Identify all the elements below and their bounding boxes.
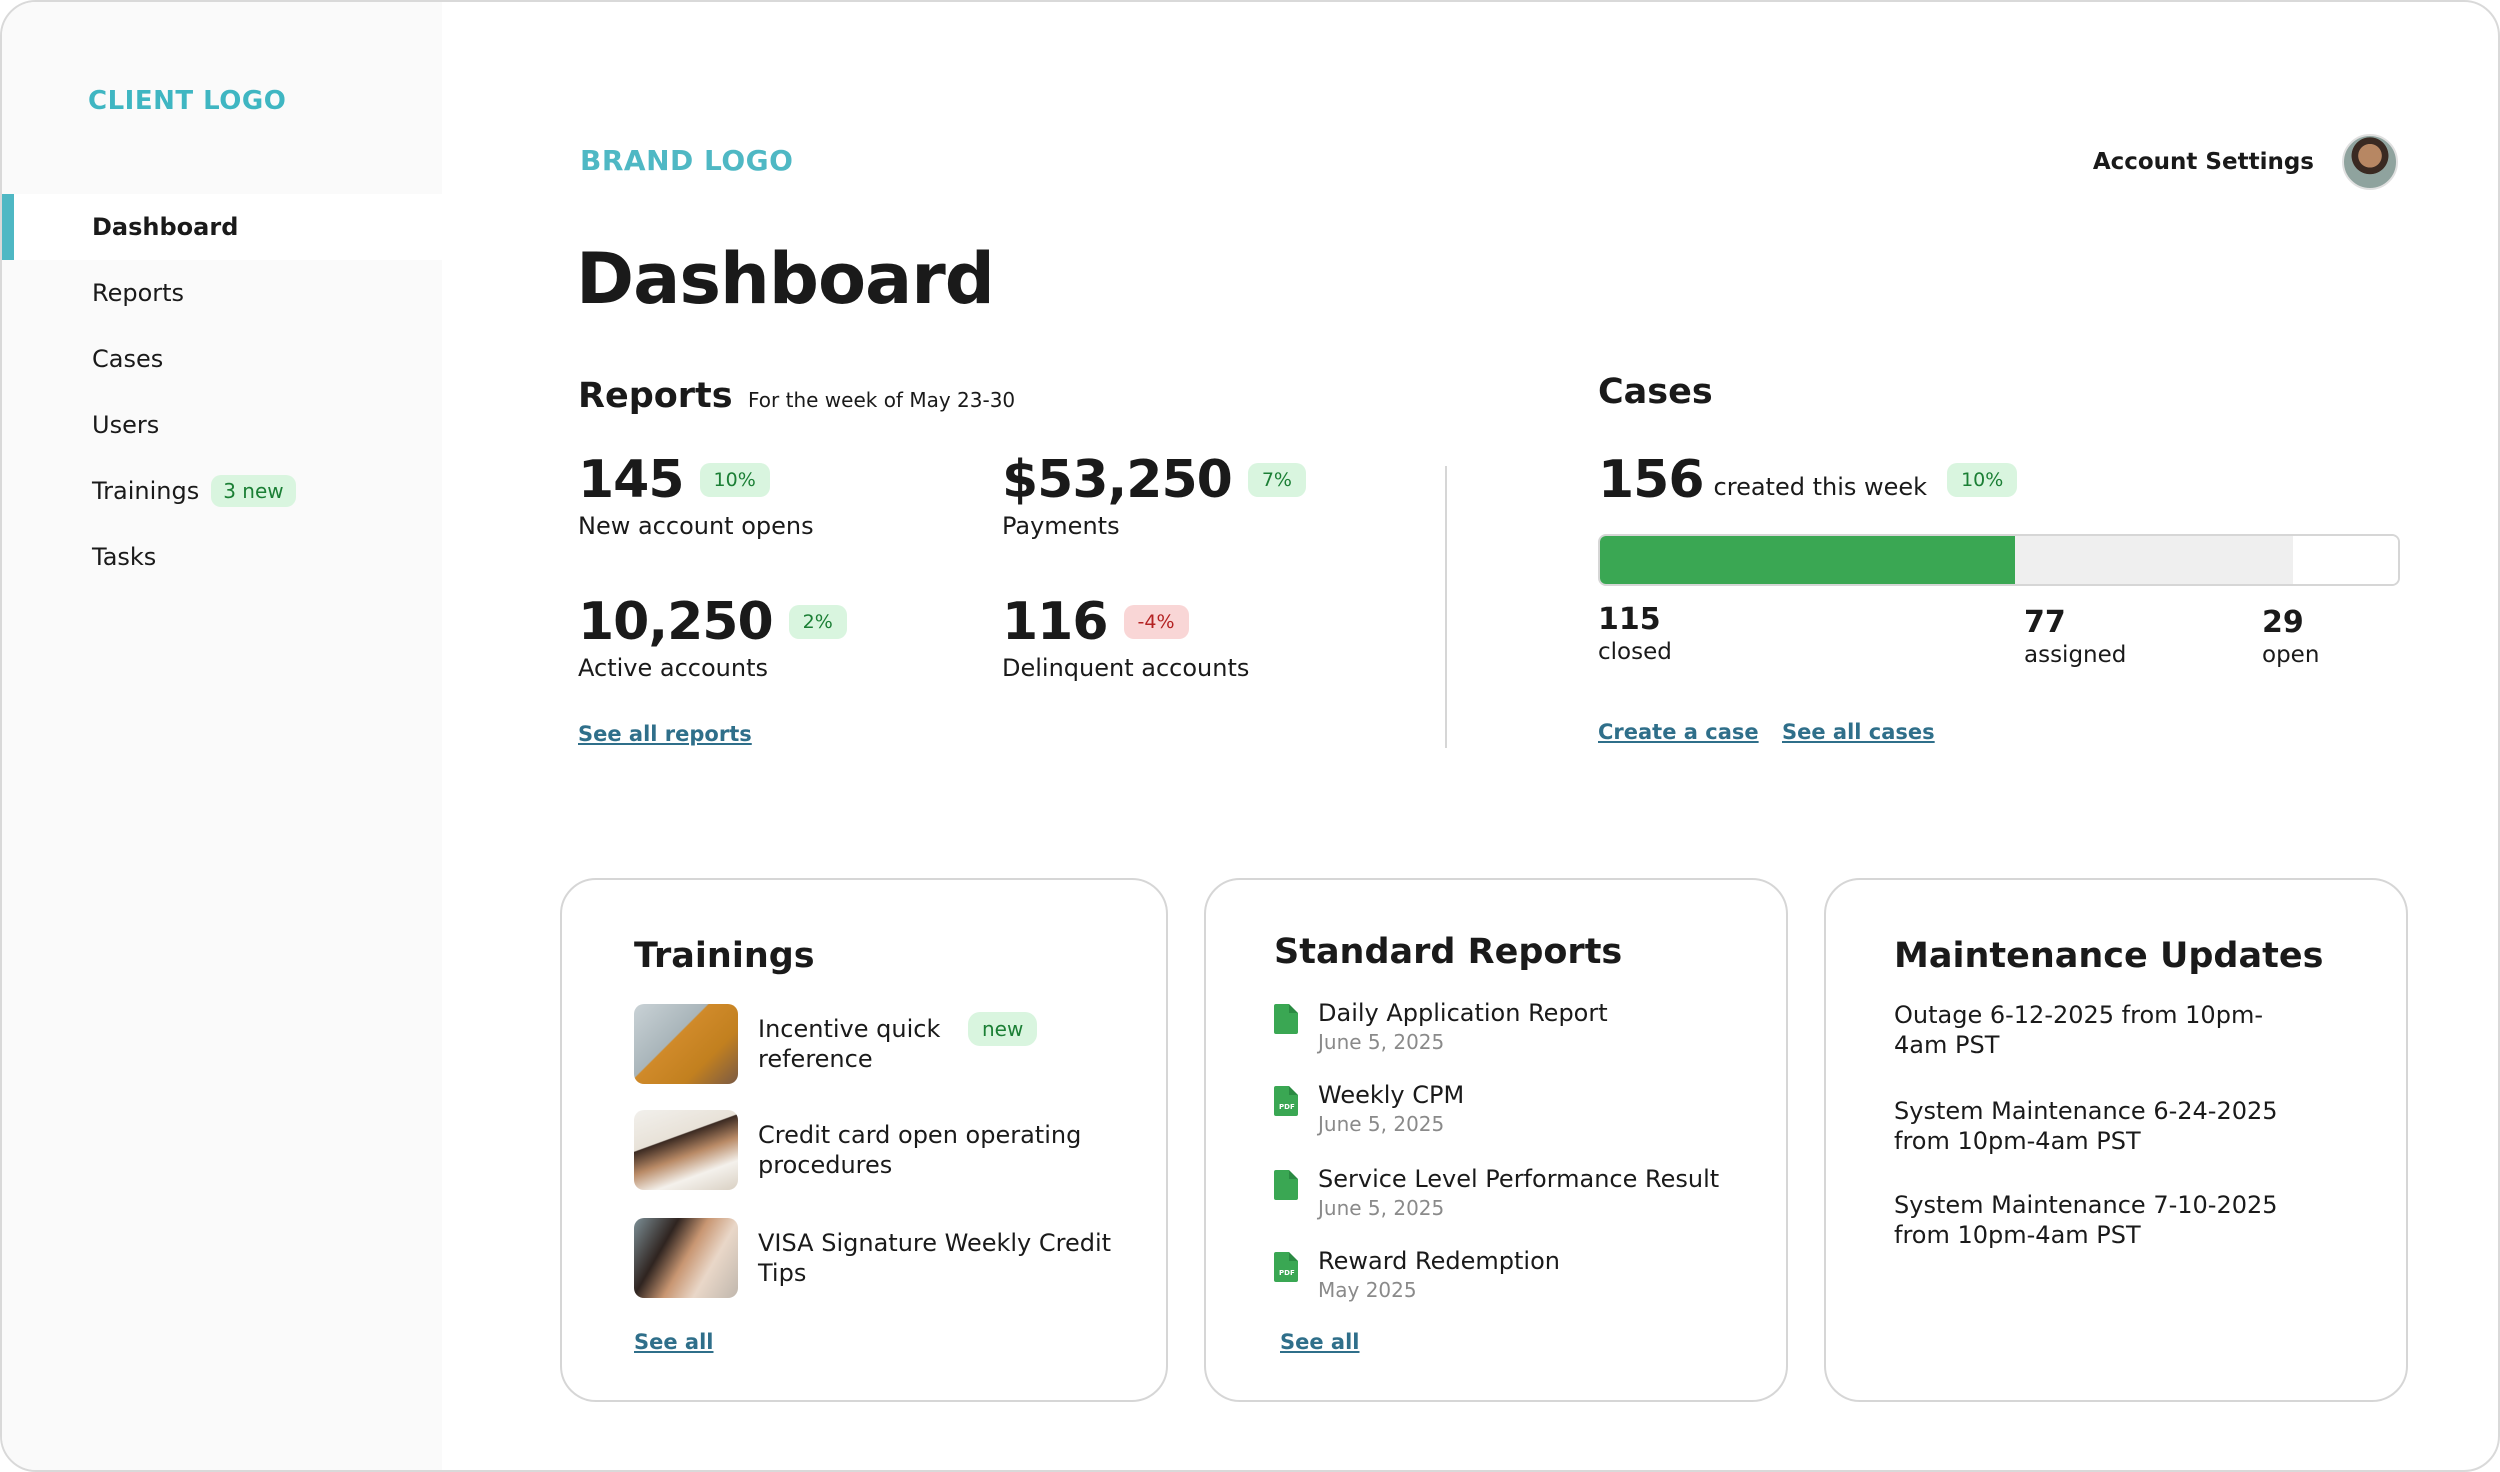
stat-payments: $53,250 7% Payments (1002, 450, 1306, 540)
cases-count: 156 (1598, 450, 1705, 510)
training-thumbnail (634, 1004, 738, 1084)
report-date: May 2025 (1318, 1278, 1417, 1302)
cases-closed-stat: 115 closed (1598, 602, 1672, 665)
change-badge: -4% (1123, 605, 1189, 639)
reports-date-range: For the week of May 23-30 (748, 388, 1016, 412)
change-badge: 10% (699, 463, 770, 497)
avatar[interactable] (2342, 134, 2398, 190)
assigned-count: 77 (2024, 605, 2066, 640)
maintenance-card-title: Maintenance Updates (1894, 936, 2324, 976)
report-name: Service Level Performance Result (1318, 1165, 1720, 1193)
sidebar-item-cases[interactable]: Cases (2, 326, 442, 392)
stat-value: 145 (578, 450, 685, 510)
training-item[interactable]: VISA Signature Weekly Credit Tips (634, 1218, 1138, 1298)
report-item[interactable]: PDF Weekly CPM June 5, 2025 (1274, 1080, 1464, 1136)
stat-label: Delinquent accounts (1002, 654, 1250, 682)
spreadsheet-file-icon (1274, 1004, 1298, 1034)
standard-reports-card-title: Standard Reports (1274, 932, 1623, 972)
maintenance-update-item: System Maintenance 7-10-2025 from 10pm-4… (1894, 1191, 2278, 1249)
training-title: Incentive quick reference (758, 1015, 941, 1073)
report-name: Reward Redemption (1318, 1247, 1560, 1275)
cases-headline: 156 created this week 10% (1598, 450, 2018, 510)
client-logo: CLIENT LOGO (88, 86, 287, 116)
progress-segment-closed (1600, 536, 2016, 584)
pdf-file-icon: PDF (1274, 1252, 1298, 1282)
report-date: June 5, 2025 (1318, 1112, 1445, 1136)
sidebar-item-label: Dashboard (92, 213, 239, 241)
training-item[interactable]: Credit card open operating procedures (634, 1110, 1138, 1190)
sidebar: CLIENT LOGO Dashboard Reports Cases User… (2, 2, 442, 1470)
training-title: Credit card open operating procedures (758, 1121, 1082, 1179)
training-thumbnail (634, 1110, 738, 1190)
report-item[interactable]: PDF Reward Redemption May 2025 (1274, 1246, 1560, 1302)
standard-reports-see-all-link[interactable]: See all (1280, 1330, 1360, 1354)
cases-assigned-stat: 77 assigned (2024, 605, 2126, 668)
create-case-link[interactable]: Create a case (1598, 720, 1759, 744)
see-all-reports-link[interactable]: See all reports (578, 722, 752, 746)
cases-section-title: Cases (1598, 372, 1713, 412)
brand-logo: BRAND LOGO (580, 144, 794, 177)
pdf-file-icon: PDF (1274, 1086, 1298, 1116)
sidebar-item-label: Trainings (92, 477, 200, 505)
new-count-badge: 3 new (211, 475, 296, 507)
account-settings-link[interactable]: Account Settings (2092, 149, 2314, 175)
training-title: VISA Signature Weekly Credit Tips (758, 1229, 1112, 1287)
trainings-see-all-link[interactable]: See all (634, 1330, 714, 1354)
open-count: 29 (2262, 605, 2304, 640)
reports-section-title: Reports (578, 376, 733, 416)
trainings-card-title: Trainings (634, 936, 815, 976)
account-menu[interactable]: Account Settings (2093, 134, 2398, 190)
cases-count-text: created this week (1713, 473, 1928, 501)
stat-new-account-opens: 145 10% New account opens (578, 450, 814, 540)
closed-label: closed (1598, 639, 1672, 665)
open-label: open (2262, 642, 2320, 668)
see-all-cases-link[interactable]: See all cases (1782, 720, 1935, 744)
sidebar-item-label: Tasks (92, 543, 157, 571)
change-badge: 10% (1947, 463, 2018, 497)
training-thumbnail (634, 1218, 738, 1298)
change-badge: 7% (1247, 463, 1306, 497)
sidebar-item-tasks[interactable]: Tasks (2, 524, 442, 590)
report-name: Weekly CPM (1318, 1081, 1465, 1109)
sidebar-item-label: Reports (92, 279, 185, 307)
stat-label: Active accounts (578, 654, 768, 682)
sidebar-item-trainings[interactable]: Trainings 3 new (2, 458, 442, 524)
sidebar-item-dashboard[interactable]: Dashboard (2, 194, 442, 260)
stat-label: Payments (1002, 512, 1120, 540)
assigned-label: assigned (2024, 642, 2127, 668)
cases-progress-bar (1598, 534, 2400, 586)
maintenance-update-item: System Maintenance 6-24-2025 from 10pm-4… (1894, 1097, 2278, 1155)
trainings-card: Trainings Incentive quick reference new … (560, 878, 1168, 1402)
closed-count: 115 (1598, 602, 1661, 637)
page-title: Dashboard (576, 238, 995, 320)
report-date: June 5, 2025 (1318, 1196, 1445, 1220)
report-name: Daily Application Report (1318, 999, 1608, 1027)
progress-segment-assigned (2015, 536, 2294, 584)
sidebar-item-users[interactable]: Users (2, 392, 442, 458)
section-divider (1445, 466, 1447, 748)
stat-value: 116 (1002, 592, 1109, 652)
stat-label: New account opens (578, 512, 814, 540)
sidebar-item-label: Users (92, 411, 160, 439)
standard-reports-card: Standard Reports Daily Application Repor… (1204, 878, 1788, 1402)
stat-active-accounts: 10,250 2% Active accounts (578, 592, 847, 682)
stat-value: 10,250 (578, 592, 774, 652)
maintenance-update-item: Outage 6-12-2025 from 10pm-4am PST (1894, 1001, 2263, 1059)
report-item[interactable]: Daily Application Report June 5, 2025 (1274, 998, 1608, 1054)
spreadsheet-file-icon (1274, 1170, 1298, 1200)
stat-delinquent-accounts: 116 -4% Delinquent accounts (1002, 592, 1249, 682)
maintenance-card: Maintenance Updates Outage 6-12-2025 fro… (1824, 878, 2408, 1402)
new-badge: new (968, 1012, 1038, 1046)
training-item[interactable]: Incentive quick reference new (634, 1004, 1038, 1084)
sidebar-nav: Dashboard Reports Cases Users Trainings 3… (2, 194, 442, 590)
stat-value: $53,250 (1002, 450, 1233, 510)
sidebar-item-reports[interactable]: Reports (2, 260, 442, 326)
cases-open-stat: 29 open (2262, 605, 2319, 668)
sidebar-item-label: Cases (92, 345, 164, 373)
change-badge: 2% (788, 605, 847, 639)
report-item[interactable]: Service Level Performance Result June 5,… (1274, 1164, 1719, 1220)
report-date: June 5, 2025 (1318, 1030, 1445, 1054)
progress-segment-open (2293, 536, 2398, 584)
